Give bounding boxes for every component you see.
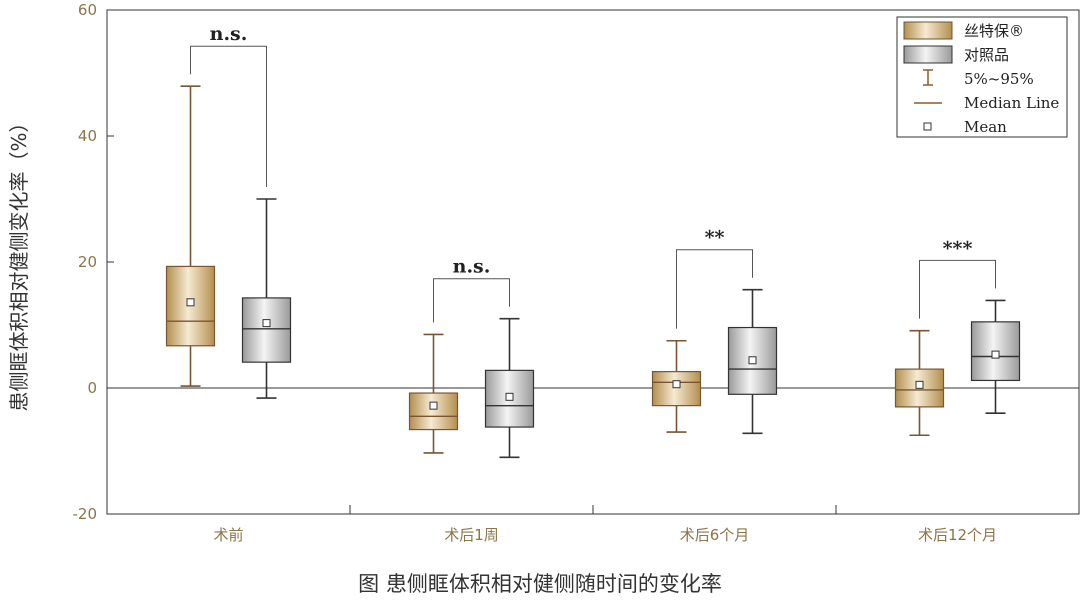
box-1-3 bbox=[651, 339, 702, 433]
significance-brackets: n.s.n.s.** *** bbox=[190, 23, 996, 329]
legend: 丝特保® 对照品 5%~95% Median Line Mean bbox=[896, 16, 1068, 138]
figure-caption: 图 患侧眶体积相对健侧随时间的变化率 bbox=[358, 572, 722, 596]
mean-marker bbox=[915, 380, 924, 389]
y-tick-label: 40 bbox=[78, 127, 97, 145]
y-axis-label: 患侧眶体积相对健侧变化率（%） bbox=[7, 112, 31, 411]
bracket-line bbox=[919, 259, 996, 319]
bracket-line bbox=[190, 45, 267, 187]
x-tick-label: 术前 bbox=[213, 526, 243, 544]
legend-mean-icon bbox=[923, 122, 932, 131]
mean-marker bbox=[748, 356, 757, 365]
x-tick-label: 术后1周 bbox=[444, 526, 499, 544]
mean-marker bbox=[672, 380, 681, 389]
significance-bracket: n.s. bbox=[433, 256, 510, 323]
significance-label: ** bbox=[705, 227, 725, 249]
box-iqr bbox=[241, 297, 292, 363]
box-iqr bbox=[651, 371, 702, 407]
box-2-2 bbox=[484, 317, 535, 459]
box-series bbox=[165, 85, 1021, 459]
legend-mean-label: Mean bbox=[964, 118, 1007, 136]
y-tick-label: 60 bbox=[78, 1, 97, 19]
legend-label-series-2: 对照品 bbox=[964, 46, 1009, 64]
mean-marker bbox=[262, 319, 271, 328]
y-tick-label: 20 bbox=[78, 253, 97, 271]
significance-label: n.s. bbox=[210, 23, 248, 45]
box-2-4 bbox=[970, 299, 1021, 415]
box-iqr bbox=[408, 392, 459, 431]
box-1-2 bbox=[408, 333, 459, 454]
mean-marker bbox=[429, 401, 438, 410]
legend-whisker-icon bbox=[923, 69, 933, 86]
y-axis: -20 0 20 40 60 bbox=[73, 1, 114, 523]
significance-label: *** bbox=[943, 237, 973, 259]
bracket-line bbox=[433, 278, 510, 323]
box-1-1 bbox=[165, 85, 216, 387]
mean-marker bbox=[186, 298, 195, 307]
box-2-1 bbox=[241, 198, 292, 399]
legend-swatch-series-2 bbox=[903, 45, 953, 64]
significance-bracket: ** bbox=[676, 227, 753, 329]
legend-median-label: Median Line bbox=[964, 94, 1059, 112]
x-tick-label: 术后12个月 bbox=[918, 526, 997, 544]
box-1-4 bbox=[894, 329, 945, 437]
bracket-line bbox=[676, 249, 753, 329]
y-tick-label: -20 bbox=[73, 505, 98, 523]
x-axis: 术前 术后1周 术后6个月 术后12个月 bbox=[213, 505, 997, 544]
significance-bracket: *** bbox=[919, 237, 996, 319]
x-tick-label: 术后6个月 bbox=[680, 526, 750, 544]
legend-swatch-series-1 bbox=[903, 21, 953, 40]
significance-label: n.s. bbox=[453, 256, 491, 278]
box-2-3 bbox=[727, 288, 778, 435]
significance-bracket: n.s. bbox=[190, 23, 267, 187]
mean-marker bbox=[505, 392, 514, 401]
y-tick-label: 0 bbox=[87, 379, 97, 397]
legend-label-series-1: 丝特保® bbox=[964, 22, 1024, 40]
mean-marker bbox=[991, 350, 1000, 359]
legend-whisker-label: 5%~95% bbox=[964, 70, 1034, 88]
